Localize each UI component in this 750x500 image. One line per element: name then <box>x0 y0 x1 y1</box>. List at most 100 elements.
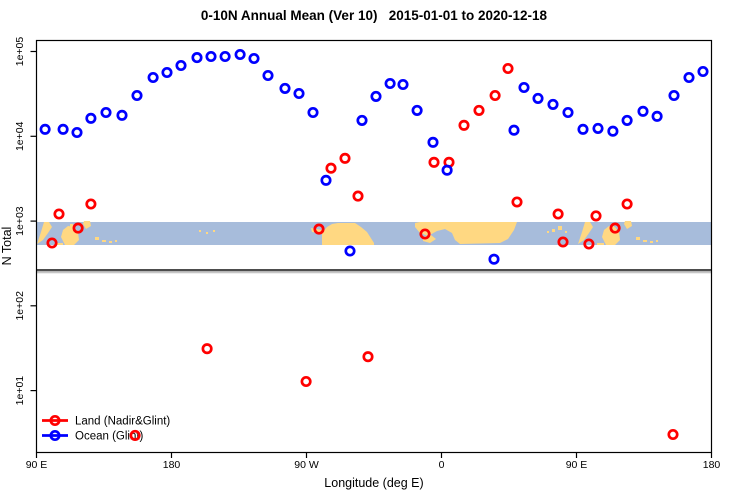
data-point-land <box>419 228 431 240</box>
x-tick-label: 0 <box>439 459 445 471</box>
map-land-islet <box>565 231 567 233</box>
data-point-ocean <box>320 174 332 186</box>
legend: Land (Nadir&Glint) Ocean (Glint) <box>42 414 170 443</box>
data-point-ocean <box>131 89 143 102</box>
data-point-ocean <box>344 245 356 257</box>
data-point-land <box>362 351 374 363</box>
x-tick-label: 90 W <box>294 459 319 471</box>
data-point-ocean <box>637 105 649 117</box>
legend-label-ocean: Ocean (Glint) <box>75 431 144 443</box>
data-point-ocean <box>356 114 368 126</box>
data-point-land <box>129 429 141 441</box>
data-point-land <box>53 208 65 220</box>
data-point-land <box>583 238 595 250</box>
data-point-land <box>621 198 633 210</box>
data-point-ocean <box>71 126 83 139</box>
y-tick-label: 1e+01 <box>14 376 26 406</box>
data-point-ocean <box>370 90 382 102</box>
map-ocean-band <box>36 222 712 245</box>
map-land-islet <box>115 240 117 242</box>
map-land-islet <box>650 241 653 243</box>
data-point-ocean <box>279 82 291 94</box>
data-point-ocean <box>384 77 396 90</box>
data-point-land <box>313 223 325 235</box>
data-point-ocean <box>85 112 97 124</box>
map-land-islet <box>109 241 112 243</box>
map-land-shape <box>578 222 593 244</box>
legend-ocean-marker-icon <box>49 429 61 442</box>
data-point-land <box>557 236 569 248</box>
data-point-ocean <box>57 123 69 135</box>
map-land-islet <box>636 237 640 240</box>
map-land-shape <box>602 226 620 245</box>
map-land-shape <box>624 221 632 229</box>
x-axis-title: Longitude (deg E) <box>324 476 423 490</box>
data-point-land <box>325 162 337 174</box>
reference-line <box>36 269 712 272</box>
y-tick-label: 1e+03 <box>14 206 26 236</box>
y-tick-label: 1e+02 <box>14 291 26 321</box>
data-point-ocean <box>161 66 173 79</box>
map-land-islet <box>547 231 549 233</box>
data-point-ocean <box>191 52 203 64</box>
map-land-islet <box>643 240 647 242</box>
data-point-ocean <box>683 71 695 84</box>
data-point-land <box>511 196 523 208</box>
data-point-ocean <box>411 104 423 116</box>
y-axis-title: N Total <box>0 227 14 266</box>
data-point-ocean <box>205 50 217 63</box>
data-point-land <box>46 237 58 249</box>
map-land-islet <box>213 230 215 232</box>
map-land-shape <box>83 221 91 229</box>
chart-title: 0-10N Annual Mean (Ver 10) 2015-01-01 to… <box>201 8 548 23</box>
x-tick-label: 180 <box>163 459 181 471</box>
data-point-land <box>590 210 602 222</box>
data-point-ocean <box>100 106 112 119</box>
x-tick-label: 90 E <box>566 459 588 471</box>
data-point-ocean <box>293 87 305 100</box>
legend-land-marker-icon <box>49 414 61 427</box>
data-point-ocean <box>427 136 439 148</box>
data-point-land <box>339 152 351 164</box>
data-point-ocean <box>508 124 520 136</box>
data-point-land <box>667 428 679 441</box>
data-point-ocean <box>532 92 544 104</box>
data-point-land <box>201 343 213 355</box>
y-tick-label: 1e+05 <box>14 37 26 67</box>
data-point-land <box>489 89 501 102</box>
data-point-ocean <box>175 59 187 72</box>
data-point-ocean <box>488 253 500 265</box>
map-land-islet <box>552 229 555 232</box>
data-point-ocean <box>116 109 128 121</box>
reference-line-shadow <box>36 271 712 274</box>
data-point-ocean <box>39 123 51 135</box>
data-point-ocean <box>592 122 604 134</box>
data-point-land <box>502 62 514 75</box>
x-tick-label: 90 E <box>26 459 48 471</box>
data-point-land <box>609 222 621 234</box>
data-point-ocean <box>518 81 530 94</box>
data-point-land <box>428 156 440 168</box>
data-point-ocean <box>234 48 246 61</box>
data-point-ocean <box>441 164 453 176</box>
data-point-ocean <box>607 125 619 137</box>
data-point-ocean <box>147 71 159 84</box>
map-land-islet <box>56 243 63 245</box>
map-land-shape <box>322 223 374 245</box>
data-point-ocean <box>262 69 274 82</box>
map-land-islet <box>558 226 562 230</box>
legend-label-land: Land (Nadir&Glint) <box>75 416 170 428</box>
map-land-islet <box>70 224 73 227</box>
map-land-islet <box>199 230 201 232</box>
data-point-ocean <box>397 78 409 91</box>
data-point-ocean <box>562 106 574 119</box>
y-tick-label: 1e+04 <box>14 121 26 151</box>
data-point-ocean <box>651 110 663 122</box>
data-point-ocean <box>307 106 319 119</box>
data-point-ocean <box>668 89 680 102</box>
data-point-ocean <box>248 52 260 65</box>
map-land-islet <box>206 232 208 234</box>
data-point-land <box>300 375 312 388</box>
